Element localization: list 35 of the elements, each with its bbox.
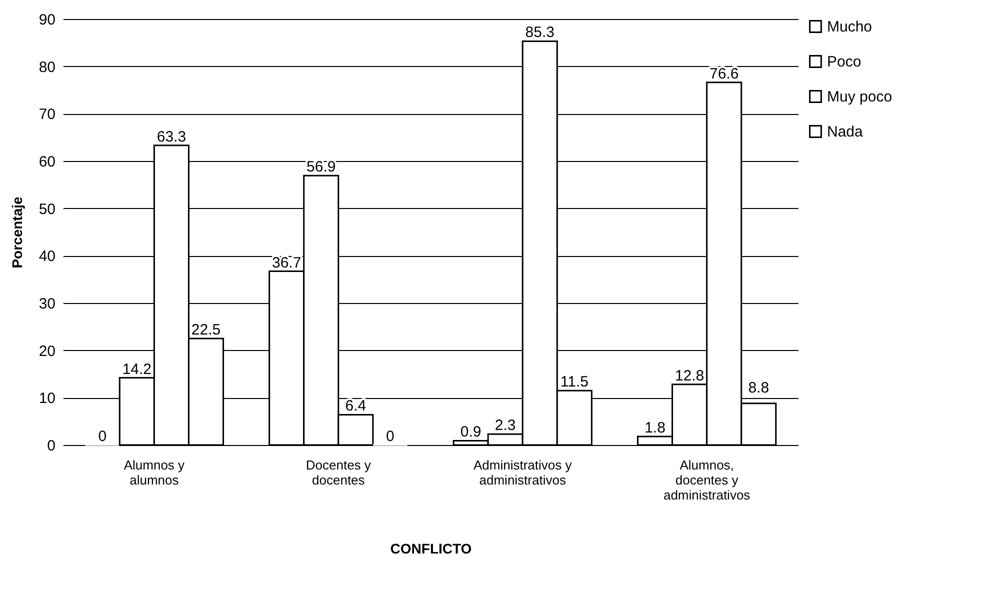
- x-tick-label: Alumnos y alumnos: [124, 458, 186, 488]
- data-label: 1.8: [644, 419, 666, 436]
- data-label: 2.3: [494, 417, 516, 434]
- x-tick-label: Administrativos y administrativos: [473, 458, 572, 488]
- data-label: 0.9: [460, 424, 482, 441]
- data-label: 63.3: [156, 128, 186, 146]
- y-tick-label: 70: [38, 106, 56, 124]
- y-tick-label: 60: [38, 154, 56, 170]
- data-label: 12.8: [674, 367, 704, 384]
- data-label: 85.3: [525, 24, 554, 42]
- legend-label: Poco: [827, 54, 862, 70]
- data-label: 6.4: [345, 398, 366, 415]
- y-tick-label: 90: [38, 12, 56, 28]
- data-label: 11.5: [560, 374, 588, 391]
- y-tick-label: 30: [38, 296, 56, 312]
- x-tick-label: Docentes y docentes: [306, 458, 372, 488]
- data-label: 0: [98, 428, 107, 445]
- data-label: 76.6: [709, 65, 739, 82]
- data-label: 22.5: [191, 322, 221, 338]
- data-label: 0: [386, 428, 394, 445]
- data-label: 8.8: [748, 379, 770, 396]
- y-tick-label: 40: [38, 248, 56, 266]
- data-label: 36.7: [272, 254, 302, 272]
- y-tick-label: 10: [38, 390, 56, 408]
- y-tick-label: 50: [38, 200, 56, 218]
- y-tick-label: 20: [38, 342, 56, 360]
- x-tick-label: Alumnos, docentes y administrativos: [663, 458, 751, 502]
- data-label: 14.2: [122, 360, 152, 378]
- y-tick-label: 0: [47, 438, 56, 454]
- x-axis-title: CONFLICTO: [390, 540, 472, 556]
- legend-label: Muy poco: [827, 88, 892, 106]
- legend-label: Nada: [827, 124, 864, 140]
- legend-label: Mucho: [827, 18, 872, 36]
- y-axis-title: Porcentaje: [8, 196, 25, 268]
- y-tick-label: 80: [38, 58, 56, 76]
